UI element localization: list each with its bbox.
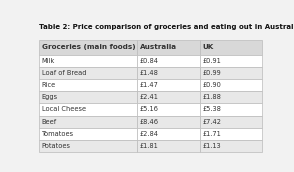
Text: £1.47: £1.47 [140,82,159,88]
Text: £5.16: £5.16 [140,106,159,112]
Bar [137,128,200,140]
Text: £0.84: £0.84 [140,58,159,64]
Bar [39,79,137,91]
Bar [200,91,262,103]
Text: Local Cheese: Local Cheese [42,106,86,112]
Text: £1.71: £1.71 [203,131,221,137]
Text: Loaf of Bread: Loaf of Bread [42,70,86,76]
Bar [137,55,200,67]
Text: £5.38: £5.38 [203,106,221,112]
Bar [39,55,137,67]
Bar [39,91,137,103]
Text: £2.84: £2.84 [140,131,159,137]
Text: Table 2: Price comparison of groceries and eating out in Australia and the UK: Table 2: Price comparison of groceries a… [39,24,294,30]
Bar [200,103,262,116]
Text: £8.46: £8.46 [140,119,159,125]
Bar [137,103,200,116]
Bar [200,140,262,152]
Bar [137,67,200,79]
Text: £0.90: £0.90 [203,82,221,88]
Text: £1.13: £1.13 [203,143,221,149]
Text: £1.48: £1.48 [140,70,159,76]
Text: £0.91: £0.91 [203,58,221,64]
Text: £1.88: £1.88 [203,94,221,100]
Bar [39,116,137,128]
Text: Beef: Beef [42,119,57,125]
Bar [39,128,137,140]
Bar [200,67,262,79]
Text: £1.81: £1.81 [140,143,159,149]
Text: Australia: Australia [140,44,177,50]
Text: Milk: Milk [42,58,55,64]
Bar [200,79,262,91]
Bar [200,55,262,67]
Bar [200,116,262,128]
Bar [137,40,200,55]
Bar [137,79,200,91]
Bar [200,40,262,55]
Bar [39,103,137,116]
Bar [39,67,137,79]
Text: Groceries (main foods): Groceries (main foods) [42,44,136,50]
Text: Rice: Rice [42,82,56,88]
Text: Eggs: Eggs [42,94,58,100]
Text: £7.42: £7.42 [203,119,222,125]
Bar [39,140,137,152]
Bar [39,40,137,55]
Text: £0.99: £0.99 [203,70,221,76]
Text: Potatoes: Potatoes [42,143,71,149]
Bar [200,128,262,140]
Bar [137,116,200,128]
Text: UK: UK [203,44,214,50]
Text: £2.41: £2.41 [140,94,159,100]
Text: Tomatoes: Tomatoes [42,131,74,137]
Bar [137,91,200,103]
Bar [137,140,200,152]
